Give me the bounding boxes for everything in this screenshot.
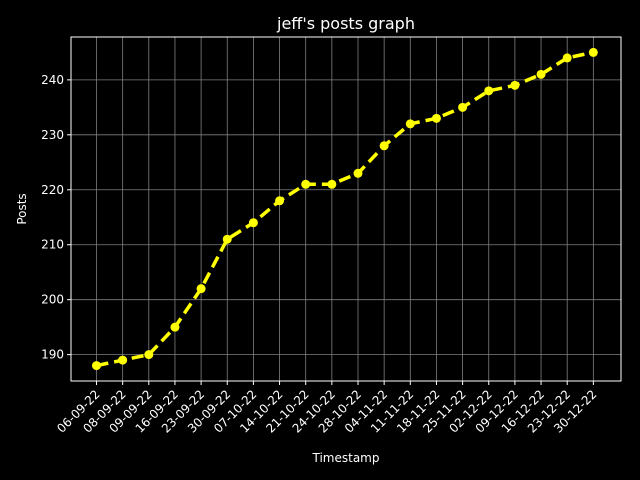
data-point: [92, 361, 101, 371]
data-point: [536, 69, 546, 79]
x-tick-labels: 06-09-2208-09-2209-09-2216-09-2223-09-22…: [54, 387, 599, 435]
data-point: [248, 218, 258, 228]
data-point: [327, 179, 337, 189]
axis-ticks: [67, 79, 594, 385]
data-point: [562, 53, 572, 63]
data-point: [275, 196, 285, 206]
y-tick-label: 200: [41, 293, 64, 307]
data-point: [353, 168, 363, 178]
y-tick-label: 240: [41, 73, 64, 87]
data-point: [196, 284, 206, 294]
y-tick-label: 220: [41, 183, 64, 197]
series-group: [92, 47, 598, 371]
y-tick-labels: 190 200 210 220 230 240: [41, 73, 64, 362]
data-point: [510, 80, 520, 90]
y-tick-label: 230: [41, 128, 64, 142]
chart-title: jeff's posts graph: [276, 14, 415, 33]
data-point: [301, 179, 311, 189]
data-point: [379, 141, 389, 151]
data-point: [484, 86, 494, 96]
y-axis-label: Posts: [15, 193, 29, 224]
y-tick-label: 190: [41, 348, 64, 362]
data-point: [431, 113, 441, 123]
data-point: [118, 355, 128, 365]
plot-frame: [70, 36, 622, 382]
data-point: [458, 102, 468, 112]
data-point: [588, 47, 598, 57]
x-axis-label: Timestamp: [312, 451, 380, 465]
y-tick-label: 210: [41, 238, 64, 252]
data-point: [405, 119, 415, 129]
data-point: [144, 350, 154, 360]
data-point: [170, 322, 180, 332]
data-point: [222, 234, 232, 244]
